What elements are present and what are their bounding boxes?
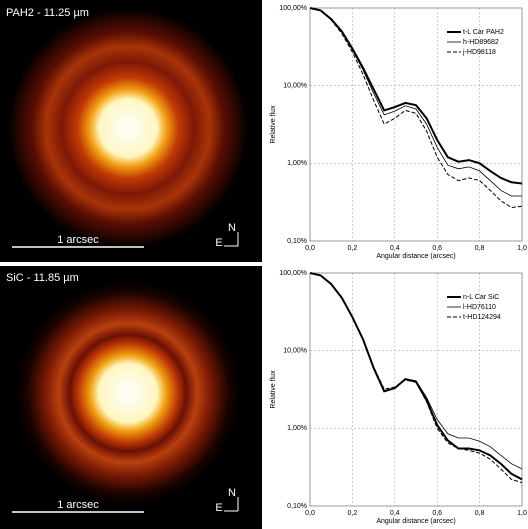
plot-frame (309, 272, 523, 507)
x-tick-label: 0,8 (475, 245, 485, 252)
x-tick-label: 0,2 (348, 510, 358, 517)
x-tick-label: 0,8 (475, 510, 485, 517)
north-label: N (228, 487, 236, 499)
legend-label: h-HD89682 (463, 39, 499, 46)
y-tick-label: 0,10% (287, 238, 307, 245)
x-tick-label: 0,4 (390, 510, 400, 517)
y-tick-label: 1,00% (287, 160, 307, 167)
y-tick-label: 0,10% (287, 503, 307, 510)
legend-label: t-HD124294 (463, 314, 501, 321)
panel-title: PAH2 - 11.25 µm (6, 7, 89, 19)
x-tick-label: 0,0 (305, 245, 315, 252)
y-axis-label: Relative flux (270, 370, 277, 409)
east-label: E (215, 237, 222, 249)
y-tick-label: 100,00% (279, 270, 307, 277)
scale-label: 1 arcsec (57, 499, 99, 511)
y-tick-label: 100,00% (279, 5, 307, 12)
legend-label: t-L Car PAH2 (463, 29, 504, 36)
x-tick-label: 0,6 (432, 245, 442, 252)
plot-frame (309, 7, 523, 242)
x-tick-label: 0,6 (432, 510, 442, 517)
legend-label: n-L Car SiC (463, 294, 499, 301)
x-tick-label: 0,2 (348, 245, 358, 252)
x-tick-label: 0,0 (305, 510, 315, 517)
y-tick-label: 10,00% (283, 83, 307, 90)
x-axis-label: Angular distance (arcsec) (376, 518, 455, 525)
y-tick-label: 1,00% (287, 425, 307, 432)
image-psf (16, 281, 240, 505)
x-axis-label: Angular distance (arcsec) (376, 253, 455, 260)
scale-label: 1 arcsec (57, 234, 99, 246)
series-line (309, 7, 523, 185)
north-label: N (228, 222, 236, 234)
legend-label: j-HD98118 (462, 49, 496, 56)
series-line (309, 7, 523, 209)
y-axis-label: Relative flux (270, 105, 277, 144)
y-tick-label: 10,00% (283, 348, 307, 355)
series-line (309, 7, 522, 197)
series-line (309, 272, 523, 484)
x-tick-label: 0,4 (390, 245, 400, 252)
panel-title: SiC - 11.85 µm (6, 272, 79, 284)
legend-label: l-HD76110 (463, 304, 496, 311)
image-psf (8, 8, 248, 248)
x-tick-label: 1,0 (517, 245, 527, 252)
east-label: E (215, 502, 222, 514)
x-tick-label: 1,0 (517, 510, 527, 517)
